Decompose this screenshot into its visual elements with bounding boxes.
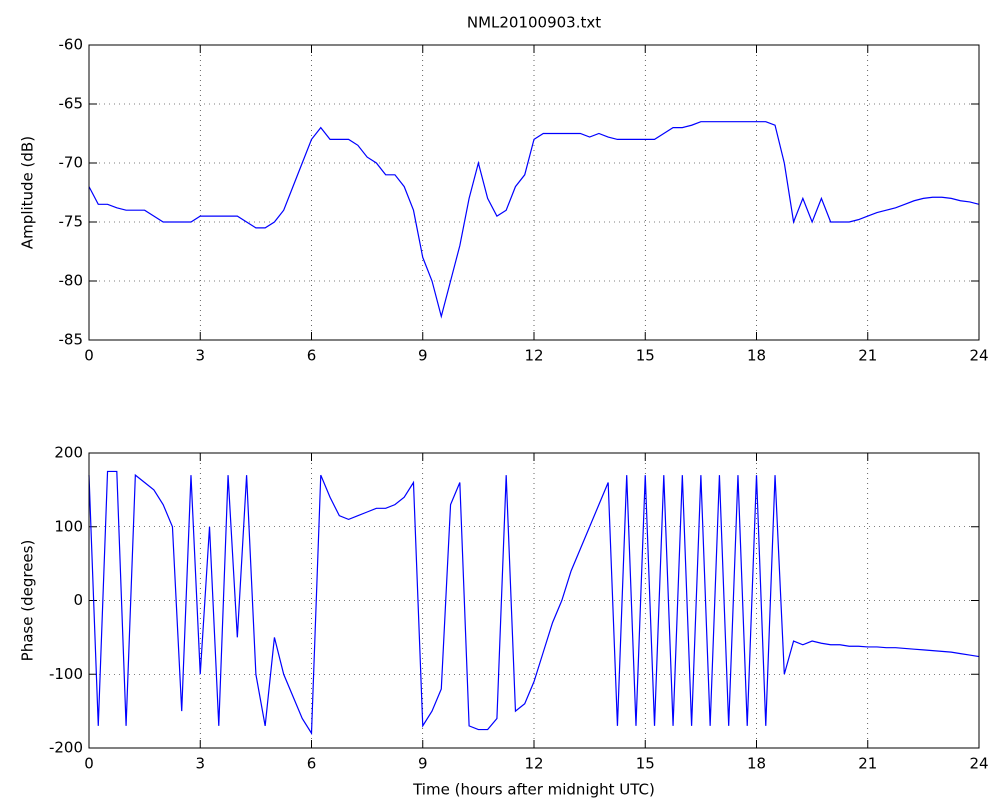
x-axis-label: Time (hours after midnight UTC) [412, 781, 655, 799]
axes-box [88, 44, 980, 341]
data-line [88, 121, 980, 319]
y-axis-label: Phase (degrees) [19, 540, 37, 662]
x-tick-label: 15 [636, 347, 655, 365]
x-tick-label: 0 [84, 347, 94, 365]
y-tick-label: 100 [54, 517, 83, 535]
data-line [88, 470, 980, 736]
x-tick-label: 12 [524, 347, 543, 365]
x-tick-label: 3 [195, 755, 205, 773]
y-tick-label: -75 [59, 213, 84, 231]
x-tick-label: 18 [747, 755, 766, 773]
y-tick-label: -60 [59, 36, 84, 54]
y-tick-label: -65 [59, 95, 84, 113]
x-tick-label: 21 [858, 755, 877, 773]
axes-box [88, 452, 980, 749]
x-tick-label: 3 [195, 347, 205, 365]
x-tick-label: 6 [307, 755, 317, 773]
x-tick-label: 0 [84, 755, 94, 773]
chart-title: NML20100903.txt [467, 14, 601, 32]
y-axis-label: Amplitude (dB) [19, 136, 37, 249]
x-tick-label: 18 [747, 347, 766, 365]
y-tick-label: 200 [54, 444, 83, 462]
x-tick-label: 12 [524, 755, 543, 773]
x-tick-label: 15 [636, 755, 655, 773]
y-tick-label: -100 [49, 665, 83, 683]
y-tick-label: 0 [73, 591, 83, 609]
x-tick-label: 9 [418, 755, 428, 773]
y-tick-label: -85 [59, 331, 84, 349]
y-tick-label: -200 [49, 739, 83, 757]
x-tick-label: 9 [418, 347, 428, 365]
x-tick-label: 21 [858, 347, 877, 365]
y-tick-label: -80 [59, 272, 84, 290]
x-tick-label: 6 [307, 347, 317, 365]
x-tick-label: 24 [969, 755, 988, 773]
x-tick-label: 24 [969, 347, 988, 365]
y-tick-label: -70 [59, 154, 84, 172]
